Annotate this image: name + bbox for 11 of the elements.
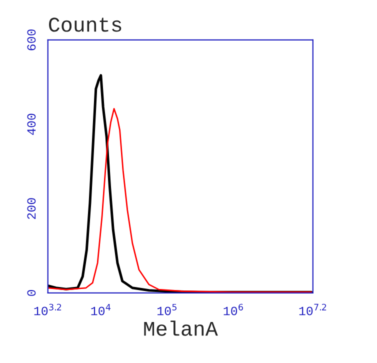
y-tick-label: 400 xyxy=(27,114,36,135)
y-tick-label: 200 xyxy=(27,198,36,219)
x-tick-label: 10$^{4}$ xyxy=(91,304,111,316)
y-tick-label: 0 xyxy=(27,290,36,296)
x-axis-title: MelanA xyxy=(144,320,218,336)
x-tick-label: 10$^{6}$ xyxy=(224,304,243,316)
chart-title: Counts xyxy=(49,18,122,32)
x-tick-label: 10$^{3.2}$ xyxy=(34,304,62,316)
x-tick-label: 10$^{5}$ xyxy=(157,304,177,316)
y-tick-label: 600 xyxy=(27,29,36,50)
x-tick-label: 10$^{7.2}$ xyxy=(299,304,326,316)
